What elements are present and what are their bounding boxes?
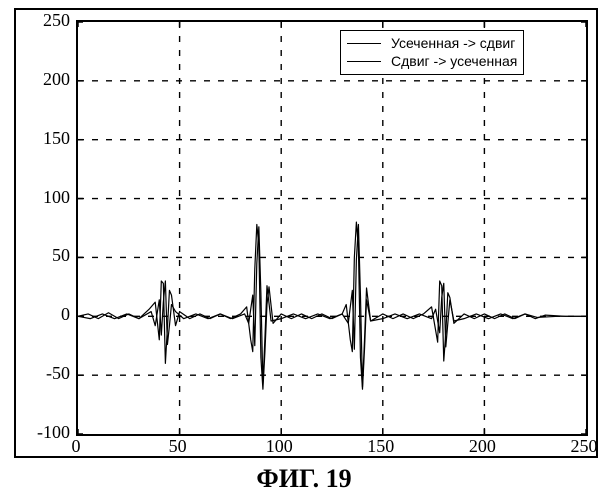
x-tick-label: 150 [361,436,401,457]
x-tick-label: 200 [462,436,502,457]
legend-line-icon [347,43,381,44]
legend-item-a: Усеченная -> сдвиг [347,34,517,52]
plot-area [76,20,588,436]
legend-item-b: Сдвиг -> усеченная [347,52,517,70]
x-tick-label: 100 [259,436,299,457]
y-tick-label: 150 [26,128,70,149]
y-tick-label: 0 [26,304,70,325]
y-tick-label: 250 [26,10,70,31]
legend-label-a: Усеченная -> сдвиг [391,35,515,51]
legend-line-icon [347,61,381,62]
plot-svg [78,22,586,434]
y-tick-label: 200 [26,69,70,90]
figure-caption: ФИГ. 19 [0,464,608,494]
y-tick-label: 50 [26,245,70,266]
legend-box: Усеченная -> сдвиг Сдвиг -> усеченная [340,30,524,75]
y-tick-label: 100 [26,187,70,208]
legend-label-b: Сдвиг -> усеченная [391,53,517,69]
x-tick-label: 50 [158,436,198,457]
figure-root: -100-50050100150200250 050100150200250 У… [0,0,608,500]
x-tick-label: 0 [56,436,96,457]
x-tick-label: 250 [564,436,604,457]
y-tick-label: -50 [26,363,70,384]
